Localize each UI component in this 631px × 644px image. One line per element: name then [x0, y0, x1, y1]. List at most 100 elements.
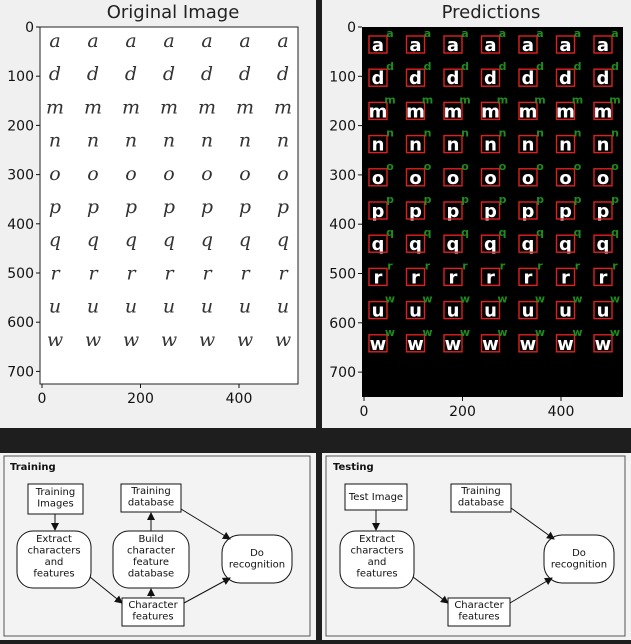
handwritten-char: r [240, 262, 251, 284]
prediction-label: q [386, 226, 394, 239]
predicted-char-glyph: d [409, 68, 422, 89]
prediction-label: a [386, 27, 393, 40]
testing-diagram: Testing Test Image Training database Extr… [325, 455, 626, 637]
handwritten-char: m [274, 96, 292, 118]
predicted-char-glyph: q [559, 234, 572, 255]
handwritten-char: o [201, 163, 212, 185]
prediction-label: m [609, 93, 620, 106]
prediction-label: q [536, 226, 544, 239]
prediction-label: p [574, 193, 582, 206]
predicted-char-glyph: o [409, 168, 421, 189]
prediction-label: o [574, 160, 582, 173]
prediction-label: m [422, 93, 433, 106]
prediction-label: r [425, 259, 431, 272]
predictions-title: Predictions [442, 2, 541, 23]
training-database-label: Training database [128, 486, 174, 509]
handwritten-char: o [163, 163, 174, 185]
test-image-label: Test Image [348, 492, 403, 503]
prediction-box [443, 334, 463, 353]
handwritten-char: u [201, 296, 213, 318]
training-diagram: Training Training Images Training database… [3, 455, 311, 637]
predicted-char-glyph: u [409, 301, 422, 322]
training-border [3, 455, 311, 637]
prediction-box [368, 334, 388, 353]
prediction-box [480, 35, 501, 54]
prediction-box [443, 201, 463, 220]
prediction-box [518, 35, 538, 54]
handwritten-char: q [163, 229, 175, 251]
predicted-char-glyph: r [561, 267, 570, 288]
prediction-label: w [572, 326, 582, 339]
predicted-char-glyph: u [559, 301, 572, 322]
prediction-box [405, 68, 426, 87]
handwritten-char: w [47, 329, 63, 351]
prediction-label: q [574, 226, 582, 239]
predicted-char-glyph: m [519, 101, 538, 122]
prediction-box [368, 168, 388, 187]
prediction-label: p [499, 193, 507, 206]
prediction-label: p [611, 193, 619, 206]
prediction-label: n [611, 127, 619, 140]
predicted-char-glyph: a [522, 35, 534, 56]
predicted-char-glyph: q [372, 234, 385, 255]
testing-border [325, 455, 626, 637]
prediction-box [443, 101, 463, 121]
prediction-label: p [461, 193, 469, 206]
handwritten-char: o [125, 163, 136, 185]
handwritten-char: d [87, 63, 99, 85]
handwritten-char: a [163, 30, 174, 52]
prediction-box [518, 267, 538, 287]
original-image-plot: Original Image 0 100 200 300 400 500 600 700 0 2… [7, 2, 299, 407]
prediction-box [555, 68, 576, 87]
handwritten-char: d [125, 63, 137, 85]
handwritten-char: q [87, 229, 99, 251]
handwritten-char: u [277, 296, 289, 318]
testing-extract-label: Extract characters and features [350, 534, 403, 580]
prediction-box [368, 68, 388, 87]
prediction-label: w [460, 293, 470, 306]
handwritten-char: r [50, 262, 61, 284]
prediction-box [555, 35, 576, 54]
prediction-label: q [461, 226, 469, 239]
prediction-label: n [499, 127, 507, 140]
handwritten-char: d [277, 63, 289, 85]
predicted-char-glyph: a [484, 35, 496, 56]
predicted-char-glyph: u [372, 301, 385, 322]
handwritten-char: n [239, 130, 251, 152]
prediction-label: w [535, 293, 545, 306]
prediction-box [480, 334, 501, 353]
y-tick-label: 300 [7, 168, 34, 184]
prediction-label: r [612, 259, 618, 272]
predicted-char-glyph: a [559, 35, 571, 56]
y-tick-label: 500 [329, 267, 356, 283]
handwritten-char: d [163, 63, 175, 85]
prediction-box [593, 267, 613, 287]
predicted-char-glyph: w [445, 334, 462, 355]
predicted-char-glyph: d [484, 68, 497, 89]
handwritten-char: q [125, 229, 137, 251]
predicted-char-glyph: d [447, 68, 460, 89]
predicted-char-glyph: q [484, 234, 497, 255]
predicted-char-glyph: r [374, 267, 383, 288]
prediction-label: p [424, 193, 432, 206]
training-title: Training [10, 462, 56, 473]
handwritten-char: m [122, 96, 140, 118]
prediction-label: p [386, 193, 394, 206]
testing-features-label: Character features [454, 600, 504, 623]
prediction-label: n [574, 127, 582, 140]
prediction-label: w [497, 293, 507, 306]
prediction-label: m [384, 93, 395, 106]
handwritten-char: w [275, 329, 291, 351]
handwritten-char: d [49, 63, 61, 85]
handwritten-char: m [160, 96, 178, 118]
predicted-char-glyph: d [597, 68, 610, 89]
predicted-char-glyph: r [599, 267, 608, 288]
predicted-char-glyph: u [597, 301, 610, 322]
prediction-label: o [611, 160, 619, 173]
prediction-box [405, 101, 426, 121]
handwritten-char: p [49, 196, 61, 218]
handwritten-char: p [125, 196, 137, 218]
predicted-char-glyph: q [597, 234, 610, 255]
testing-diagram-panel: Testing Test Image Training database Extr… [322, 453, 631, 640]
prediction-label: o [461, 160, 469, 173]
